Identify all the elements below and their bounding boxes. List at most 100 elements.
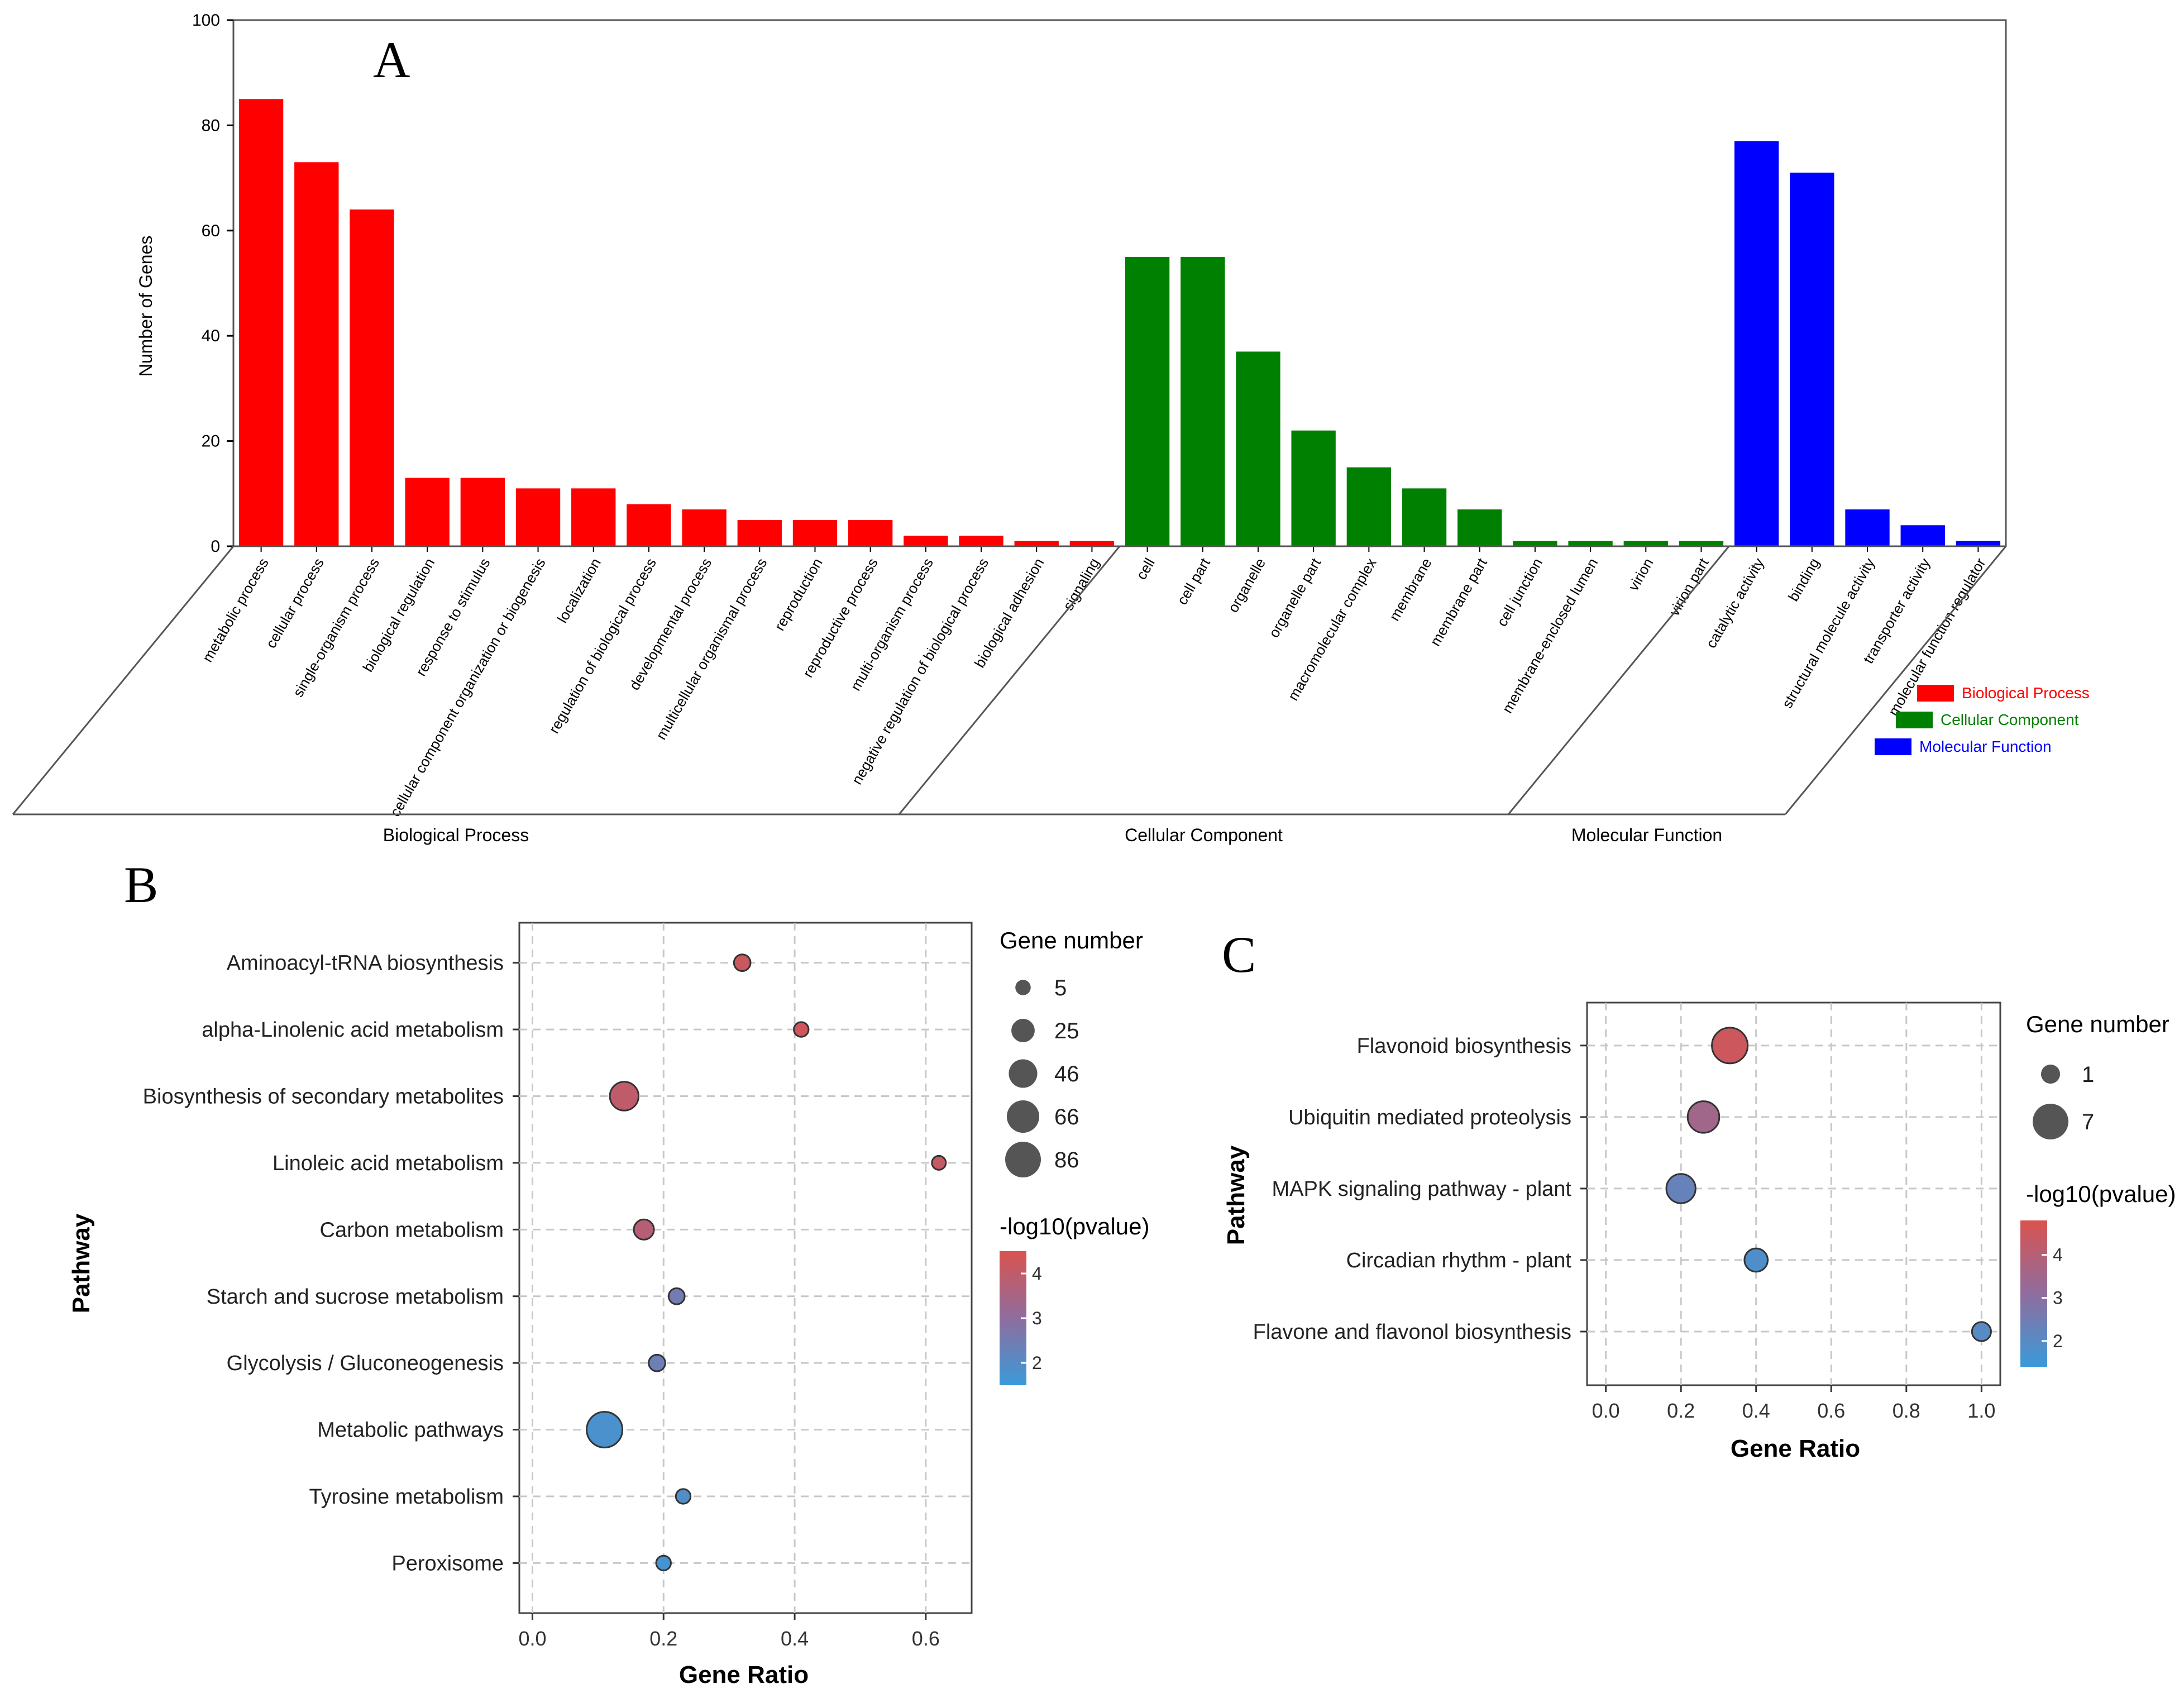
bar — [405, 478, 450, 546]
bubble-point — [648, 1353, 666, 1372]
size-legend-label: 1 — [2082, 1062, 2094, 1087]
panel-a-axes: 0 20 40 60 80 100 — [192, 11, 2007, 556]
pathway-label: Ubiquitin mediated proteolysis — [1288, 1106, 1571, 1129]
bar — [238, 99, 284, 547]
bubble-point — [633, 1218, 655, 1241]
pathway-label: Flavonoid biosynthesis — [1357, 1034, 1571, 1058]
colorbar-tick-label: 3 — [1032, 1308, 1042, 1328]
panel-c-kegg-bubble-chart: C Pathway Gene Ratio 0.0 0.2 0.4 0.6 0.8 1.0 F… — [1222, 926, 2176, 1462]
bubble-point — [1743, 1247, 1769, 1273]
panel-b-kegg-bubble-chart: B Pathway Gene Ratio 0.0 0.2 0.4 0.6 Aminoac… — [68, 856, 1150, 1689]
y-tick-label: 20 — [202, 432, 220, 451]
y-tick-label: 40 — [202, 327, 220, 345]
size-legend-label: 7 — [2082, 1110, 2094, 1134]
bar — [1457, 509, 1502, 546]
x-tick-label: 0.6 — [912, 1627, 940, 1650]
panel-a-legend: Biological Process Cellular Component Mole… — [1875, 684, 2090, 755]
panel-a-go-bar-chart: A Number of Genes 0 20 40 60 80 100 metabolic… — [12, 11, 2090, 845]
panel-b-plot: 0.0 0.2 0.4 0.6 Aminoacyl-tRNA biosynthesis a… — [143, 922, 973, 1650]
legend-label: Molecular Function — [1919, 738, 2052, 755]
category-label: structural molecule activity — [1779, 555, 1878, 711]
pathway-label: Linoleic acid metabolism — [273, 1152, 504, 1175]
bar — [627, 504, 671, 546]
category-label: organelle — [1225, 555, 1269, 616]
bar — [904, 536, 948, 546]
category-label: membrane-enclosed lumen — [1499, 555, 1602, 716]
bar — [1346, 467, 1392, 546]
bubble-point — [1711, 1027, 1749, 1065]
pathway-label: Biosynthesis of secondary metabolites — [143, 1085, 504, 1108]
colorbar-tick-label: 4 — [2053, 1245, 2063, 1265]
size-legend-dot — [2040, 1064, 2061, 1084]
bar — [959, 536, 1003, 546]
legend-swatch — [1896, 712, 1933, 728]
bar — [515, 488, 561, 546]
y-tick-label: 60 — [202, 222, 220, 240]
pathway-label: Peroxisome — [391, 1552, 504, 1575]
bar — [682, 509, 727, 546]
bar — [1181, 256, 1225, 546]
bar — [1734, 141, 1779, 546]
size-legend-label: 66 — [1054, 1105, 1079, 1129]
y-tick-label: 80 — [202, 116, 220, 135]
pathway-label: Starch and sucrose metabolism — [207, 1285, 504, 1309]
legend-swatch — [1875, 738, 1911, 755]
colorbar-tick-label: 4 — [1032, 1263, 1042, 1284]
category-label: multicellular organismal process — [653, 555, 771, 742]
legend-label: Biological Process — [1962, 684, 2090, 702]
bar — [737, 519, 782, 546]
size-legend-dot — [1011, 1019, 1035, 1042]
y-tick-label: 100 — [192, 11, 220, 30]
pathway-label: Aminoacyl-tRNA biosynthesis — [227, 952, 504, 975]
category-label: cell junction — [1493, 555, 1546, 629]
panel-c-label: C — [1222, 926, 1256, 983]
size-legend-label: 25 — [1054, 1019, 1079, 1043]
pathway-label: Metabolic pathways — [317, 1419, 504, 1442]
x-tick-label: 0.8 — [1893, 1399, 1920, 1422]
size-legend-dot — [1006, 1100, 1040, 1133]
category-label: signaling — [1059, 555, 1102, 613]
bubble-point — [586, 1411, 624, 1449]
pathway-label: Carbon metabolism — [320, 1218, 504, 1242]
panel-b-label: B — [124, 856, 158, 913]
panel-a-bars — [238, 99, 2001, 547]
x-tick-label: 0.6 — [1817, 1399, 1845, 1422]
bar — [1679, 541, 1724, 546]
panel-c-size-legend: 17 — [2033, 1062, 2094, 1139]
category-label: cell part — [1173, 555, 1213, 608]
size-legend-dot — [1005, 1142, 1041, 1177]
category-label: membrane part — [1427, 555, 1491, 648]
x-tick-label: 0.0 — [518, 1627, 546, 1650]
bubble-point — [1665, 1173, 1696, 1204]
bar — [1956, 541, 2001, 546]
bar — [1236, 351, 1280, 546]
bar — [1069, 541, 1115, 546]
bar — [350, 209, 394, 546]
panel-b-color-legend-title: -log10(pvalue) — [1000, 1213, 1150, 1239]
panel-c-x-axis-label: Gene Ratio — [1731, 1435, 1860, 1462]
panel-b-size-legend: 5 25 46 66 86 — [1005, 976, 1079, 1177]
category-label: cellular process — [262, 555, 327, 651]
panel-a-perspective-floor — [12, 545, 2007, 815]
category-label: membrane — [1386, 555, 1435, 624]
colorbar — [2020, 1220, 2047, 1367]
bar — [1291, 430, 1336, 546]
size-legend-dot — [1009, 1059, 1038, 1088]
x-tick-label: 0.4 — [781, 1627, 809, 1650]
category-label: metabolic process — [199, 555, 272, 665]
bar — [571, 488, 616, 546]
size-legend-label: 46 — [1054, 1062, 1079, 1086]
floor-left-edge — [12, 546, 235, 815]
bar — [1845, 509, 1890, 546]
bar — [1125, 256, 1170, 546]
pathway-label: MAPK signaling pathway - plant — [1272, 1177, 1571, 1201]
bubble-point — [609, 1081, 640, 1112]
bar — [1014, 541, 1059, 546]
bubble-point — [931, 1155, 947, 1171]
panel-b-color-legend: 4 3 2 — [1000, 1251, 1042, 1385]
bubble-point — [1971, 1321, 1992, 1342]
colorbar-tick-label: 2 — [2053, 1331, 2063, 1351]
bubble-point — [733, 953, 752, 972]
colorbar-tick-label: 3 — [2053, 1288, 2063, 1308]
